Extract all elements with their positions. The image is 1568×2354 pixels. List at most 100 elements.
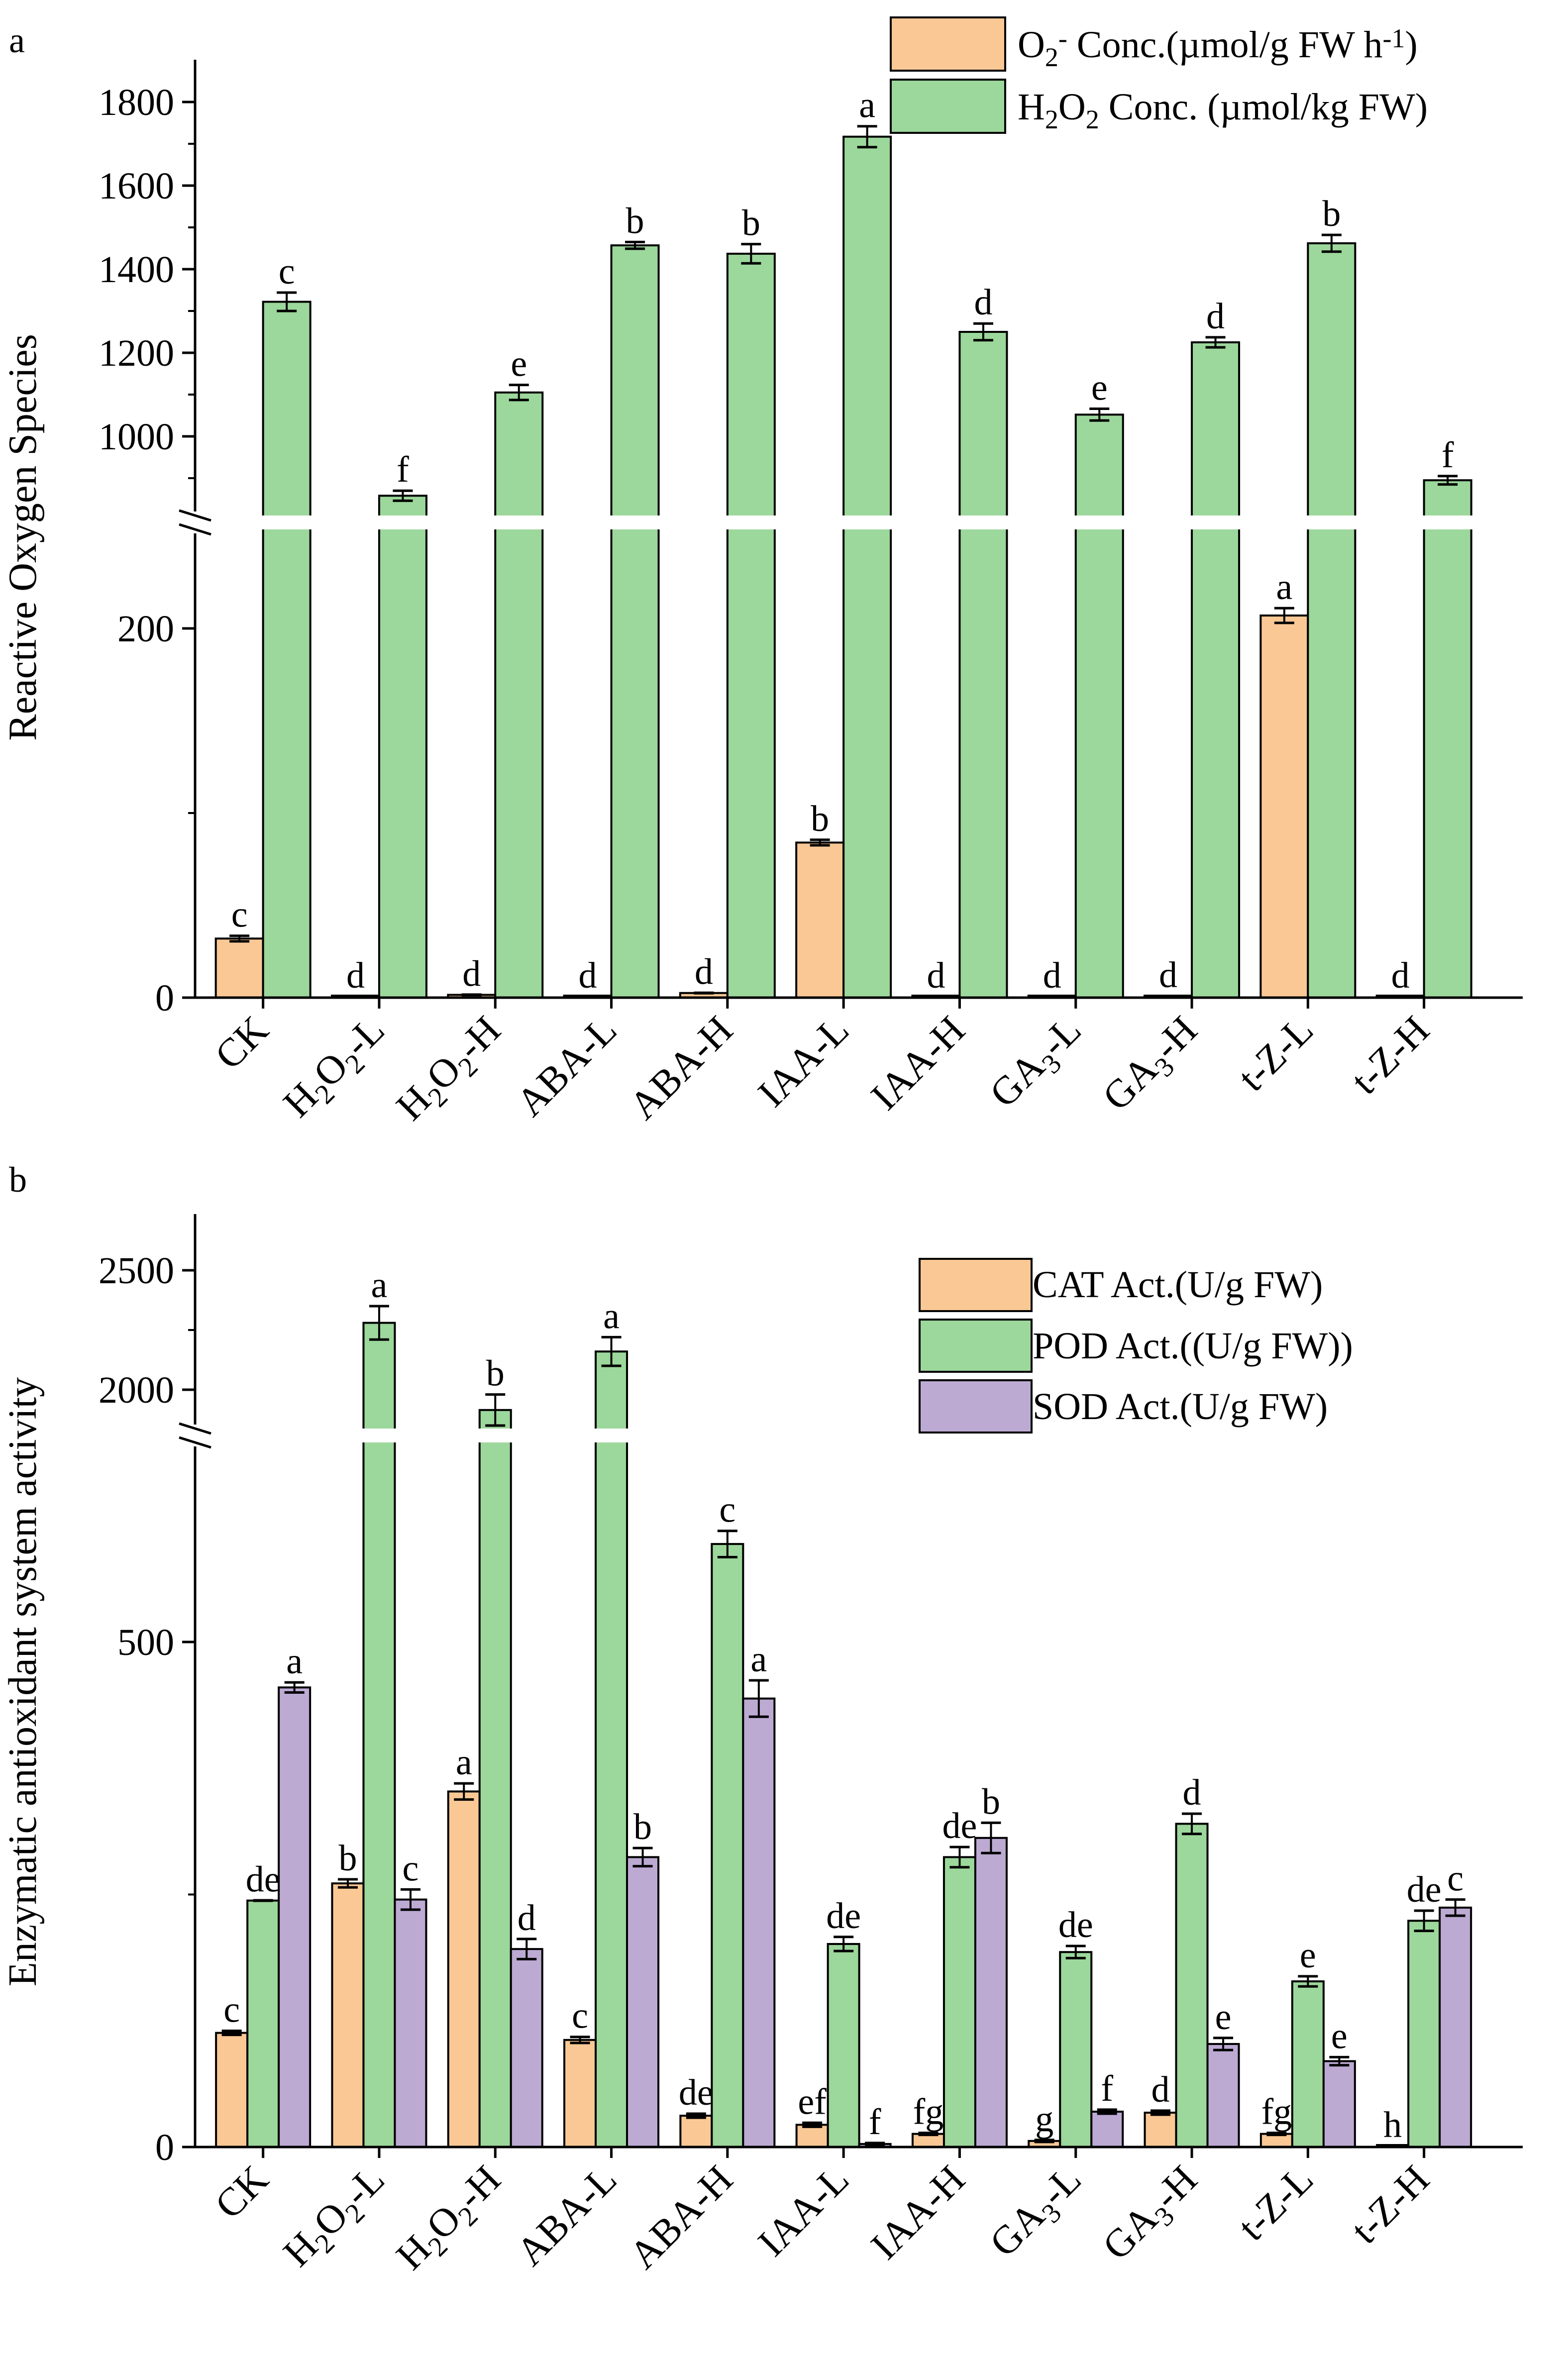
significance-letter-ck: c bbox=[279, 251, 295, 292]
legend-cat-label: CAT Act.(U/g FW) bbox=[1033, 1264, 1323, 1306]
legend-text-part: ( bbox=[1166, 24, 1178, 66]
x-tick-label-ck: CK bbox=[207, 2157, 277, 2228]
y-tick-label-200: 200 bbox=[117, 608, 174, 650]
legend-h2o2-label: H2O2 Conc. (µmol/kg FW) bbox=[1018, 86, 1428, 134]
bar-cat-h2o2-h bbox=[447, 1790, 481, 2148]
legend-o2-label: O2- Conc.(µmol/g FW h-1) bbox=[1018, 23, 1418, 72]
legend-text-part: O bbox=[1018, 24, 1045, 66]
legend-text-part bbox=[1354, 24, 1363, 66]
significance-letter-aba-l: c bbox=[572, 1996, 588, 2037]
legend-h2o2-swatch bbox=[890, 79, 1006, 134]
axis-break-mark bbox=[179, 509, 211, 522]
bar-sod-ck bbox=[278, 1686, 312, 2149]
x-tick-label-part: CK bbox=[207, 1008, 277, 1078]
y-tick-label-1600: 1600 bbox=[99, 165, 174, 207]
legend-text-part: W bbox=[1379, 86, 1415, 128]
significance-letter-iaa-h: fg bbox=[913, 2092, 944, 2133]
legend-text-part bbox=[1067, 24, 1077, 66]
bar-h2o2-ga3-h bbox=[1191, 341, 1241, 999]
legend-text-part: 2 bbox=[1045, 42, 1058, 72]
legend-text-part: 1 bbox=[1391, 23, 1405, 53]
bar-sod-aba-h bbox=[742, 1697, 776, 2148]
legend-text-part: o bbox=[1102, 24, 1121, 66]
x-tick-label-iaa-h: IAA-H bbox=[863, 1008, 973, 1119]
axis-break-band bbox=[198, 1429, 1526, 1442]
panel-b-legend: CAT Act.(U/g FW) POD Act.((U/g FW)) SOD … bbox=[919, 1258, 1353, 1433]
x-tick-label-t-z-l: t-Z-L bbox=[1230, 2157, 1322, 2250]
significance-letter-iaa-h: d bbox=[974, 282, 992, 323]
legend-text-part bbox=[1349, 86, 1359, 128]
significance-letter-h2o2-l: f bbox=[397, 449, 409, 490]
bar-pod-ck bbox=[246, 1899, 280, 2148]
y-tick-label-1400: 1400 bbox=[99, 249, 174, 291]
bar-sod-h2o2-h bbox=[510, 1948, 543, 2149]
x-tick-label-aba-h: ABA-H bbox=[621, 2157, 741, 2277]
significance-letter-ga3-l: d bbox=[1043, 955, 1061, 996]
significance-letter-iaa-l: de bbox=[826, 1896, 861, 1937]
significance-letter-t-z-l: e bbox=[1331, 2016, 1348, 2056]
bar-pod-ga3-l bbox=[1059, 1951, 1093, 2148]
bar-h2o2-aba-l bbox=[610, 244, 660, 999]
significance-letter-h2o2-l: b bbox=[338, 1838, 357, 1879]
axis-break-band bbox=[198, 515, 1526, 529]
legend-text-part: ) bbox=[1405, 24, 1417, 66]
significance-letter-h2o2-l: a bbox=[371, 1265, 388, 1306]
significance-letter-ck: c bbox=[231, 895, 248, 935]
significance-letter-t-z-l: e bbox=[1300, 1935, 1316, 1976]
significance-letter-ga3-h: d bbox=[1151, 2069, 1170, 2110]
significance-letter-aba-h: d bbox=[695, 952, 713, 993]
bar-sod-t-z-h bbox=[1439, 1906, 1472, 2148]
significance-letter-h2o2-h: b bbox=[486, 1353, 505, 1394]
y-tick-label-1000: 1000 bbox=[99, 416, 174, 458]
bar-sod-aba-l bbox=[626, 1856, 660, 2148]
significance-letter-iaa-l: f bbox=[869, 2102, 881, 2143]
x-tick-label-h2o2-l: H2O2-L bbox=[275, 2157, 398, 2280]
x-tick-label-aba-h: ABA-H bbox=[621, 1008, 741, 1128]
y-tick-label-2500: 2500 bbox=[99, 1250, 174, 1292]
bar-sod-h2o2-l bbox=[394, 1898, 427, 2148]
y-tick-label-1800: 1800 bbox=[99, 82, 174, 123]
x-tick-label-part: t-Z-H bbox=[1343, 1008, 1438, 1103]
bar-sod-iaa-h bbox=[974, 1837, 1008, 2149]
bar-o2-t-z-l bbox=[1259, 614, 1309, 999]
x-tick-label-h2o2-h: H2O2-H bbox=[388, 2157, 514, 2283]
legend-text-part: W bbox=[1319, 24, 1355, 66]
significance-letter-ga3-l: g bbox=[1035, 2099, 1053, 2140]
x-tick-label-part: t-Z-L bbox=[1230, 1008, 1322, 1100]
panel-a-ylabel: Reactive Oxygen Species bbox=[1, 334, 45, 741]
bar-h2o2-h2o2-l bbox=[378, 495, 427, 999]
bar-h2o2-h2o2-h bbox=[494, 391, 544, 999]
bar-h2o2-ga3-l bbox=[1074, 413, 1124, 999]
bar-pod-h2o2-h bbox=[478, 1409, 512, 2148]
legend-text-part: / bbox=[1301, 86, 1312, 128]
y-tick-label-0: 0 bbox=[155, 977, 174, 1019]
significance-letter-aba-h: a bbox=[750, 1639, 767, 1680]
legend-text-part: c bbox=[1171, 86, 1188, 128]
bar-cat-iaa-l bbox=[795, 2124, 829, 2148]
significance-letter-aba-l: b bbox=[633, 1807, 652, 1847]
legend-text-part: . bbox=[1156, 24, 1166, 66]
significance-letter-t-z-h: d bbox=[1391, 955, 1410, 996]
significance-letter-h2o2-h: d bbox=[518, 1898, 536, 1939]
axis-break-mark bbox=[179, 523, 211, 536]
legend-text-part: / bbox=[1259, 24, 1270, 66]
x-tick-label-part: ABA-H bbox=[621, 2157, 741, 2277]
significance-letter-aba-l: b bbox=[626, 201, 644, 241]
bar-pod-iaa-l bbox=[827, 1943, 860, 2148]
significance-letter-aba-h: c bbox=[719, 1490, 735, 1531]
x-tick-label-iaa-l: IAA-L bbox=[750, 1008, 857, 1116]
panel-b-ylabel: Enzymatic antioxidant system activity bbox=[1, 1377, 45, 1986]
x-tick-label-ck: CK bbox=[207, 1008, 277, 1078]
legend-text-part: C bbox=[1077, 24, 1102, 66]
legend-text-part: 2 bbox=[1086, 104, 1099, 134]
y-tick-label-0: 0 bbox=[155, 2127, 174, 2168]
x-tick-label-t-z-h: t-Z-H bbox=[1343, 1008, 1438, 1103]
legend-o2-swatch bbox=[890, 16, 1006, 72]
legend-pod-swatch bbox=[919, 1319, 1033, 1373]
significance-letter-h2o2-l: c bbox=[403, 1848, 419, 1889]
axis-break-mark bbox=[179, 1436, 211, 1449]
significance-letter-ck: a bbox=[286, 1641, 303, 1682]
x-tick-label-part: IAA-L bbox=[750, 1008, 857, 1116]
x-tick-label-ga3-l: GA3-L bbox=[981, 2157, 1094, 2270]
